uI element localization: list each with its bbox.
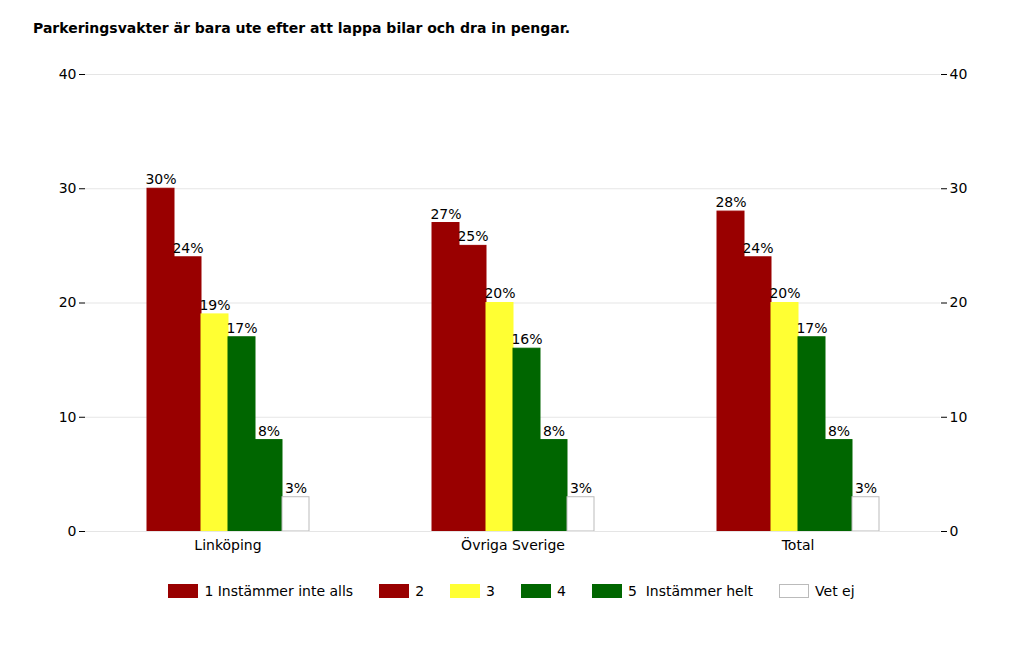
svg-text:25%: 25% (457, 228, 488, 244)
svg-text:3%: 3% (570, 480, 592, 496)
svg-text:27%: 27% (430, 206, 461, 222)
svg-text:30%: 30% (145, 171, 176, 187)
svg-text:20%: 20% (484, 285, 515, 301)
svg-text:17%: 17% (796, 320, 827, 336)
html-text:1 Instämmer inte alls: 1 Instämmer inte alls (204, 583, 354, 599)
svg-text:0: 0 (950, 523, 959, 539)
svg-text:20%: 20% (769, 285, 800, 301)
svg-text:3%: 3% (285, 480, 307, 496)
html-text:Vet ej: Vet ej (815, 583, 855, 599)
svg-text:0: 0 (68, 523, 77, 539)
svg-text:3%: 3% (855, 480, 877, 496)
svg-text:28%: 28% (715, 194, 746, 210)
html-text:3: 3 (486, 583, 495, 599)
html-text:2: 2 (415, 583, 425, 599)
svg-text:20: 20 (59, 294, 77, 310)
svg-text:Övriga Sverige: Övriga Sverige (461, 536, 565, 553)
svg-text:8%: 8% (543, 423, 565, 439)
svg-text:30: 30 (59, 180, 77, 196)
svg-text:8%: 8% (258, 423, 280, 439)
svg-text:20: 20 (950, 294, 968, 310)
svg-text:24%: 24% (742, 240, 773, 256)
svg-text:40: 40 (950, 66, 968, 82)
svg-text:40: 40 (59, 66, 77, 82)
html-text:Parkeringsvakter är bara ute e: Parkeringsvakter är bara ute efter att l… (33, 20, 570, 36)
html-text:5 Instämmer helt: 5 Instämmer helt (627, 583, 754, 599)
html-text:4: 4 (557, 583, 566, 599)
svg-text:24%: 24% (172, 240, 203, 256)
svg-text:10: 10 (950, 409, 968, 425)
svg-text:Linköping: Linköping (194, 537, 261, 553)
svg-text:30: 30 (950, 180, 968, 196)
svg-text:8%: 8% (828, 423, 850, 439)
svg-text:17%: 17% (226, 320, 257, 336)
svg-text:Total: Total (781, 537, 815, 553)
svg-text:10: 10 (59, 409, 77, 425)
svg-text:19%: 19% (199, 297, 230, 313)
svg-text:16%: 16% (511, 331, 542, 347)
